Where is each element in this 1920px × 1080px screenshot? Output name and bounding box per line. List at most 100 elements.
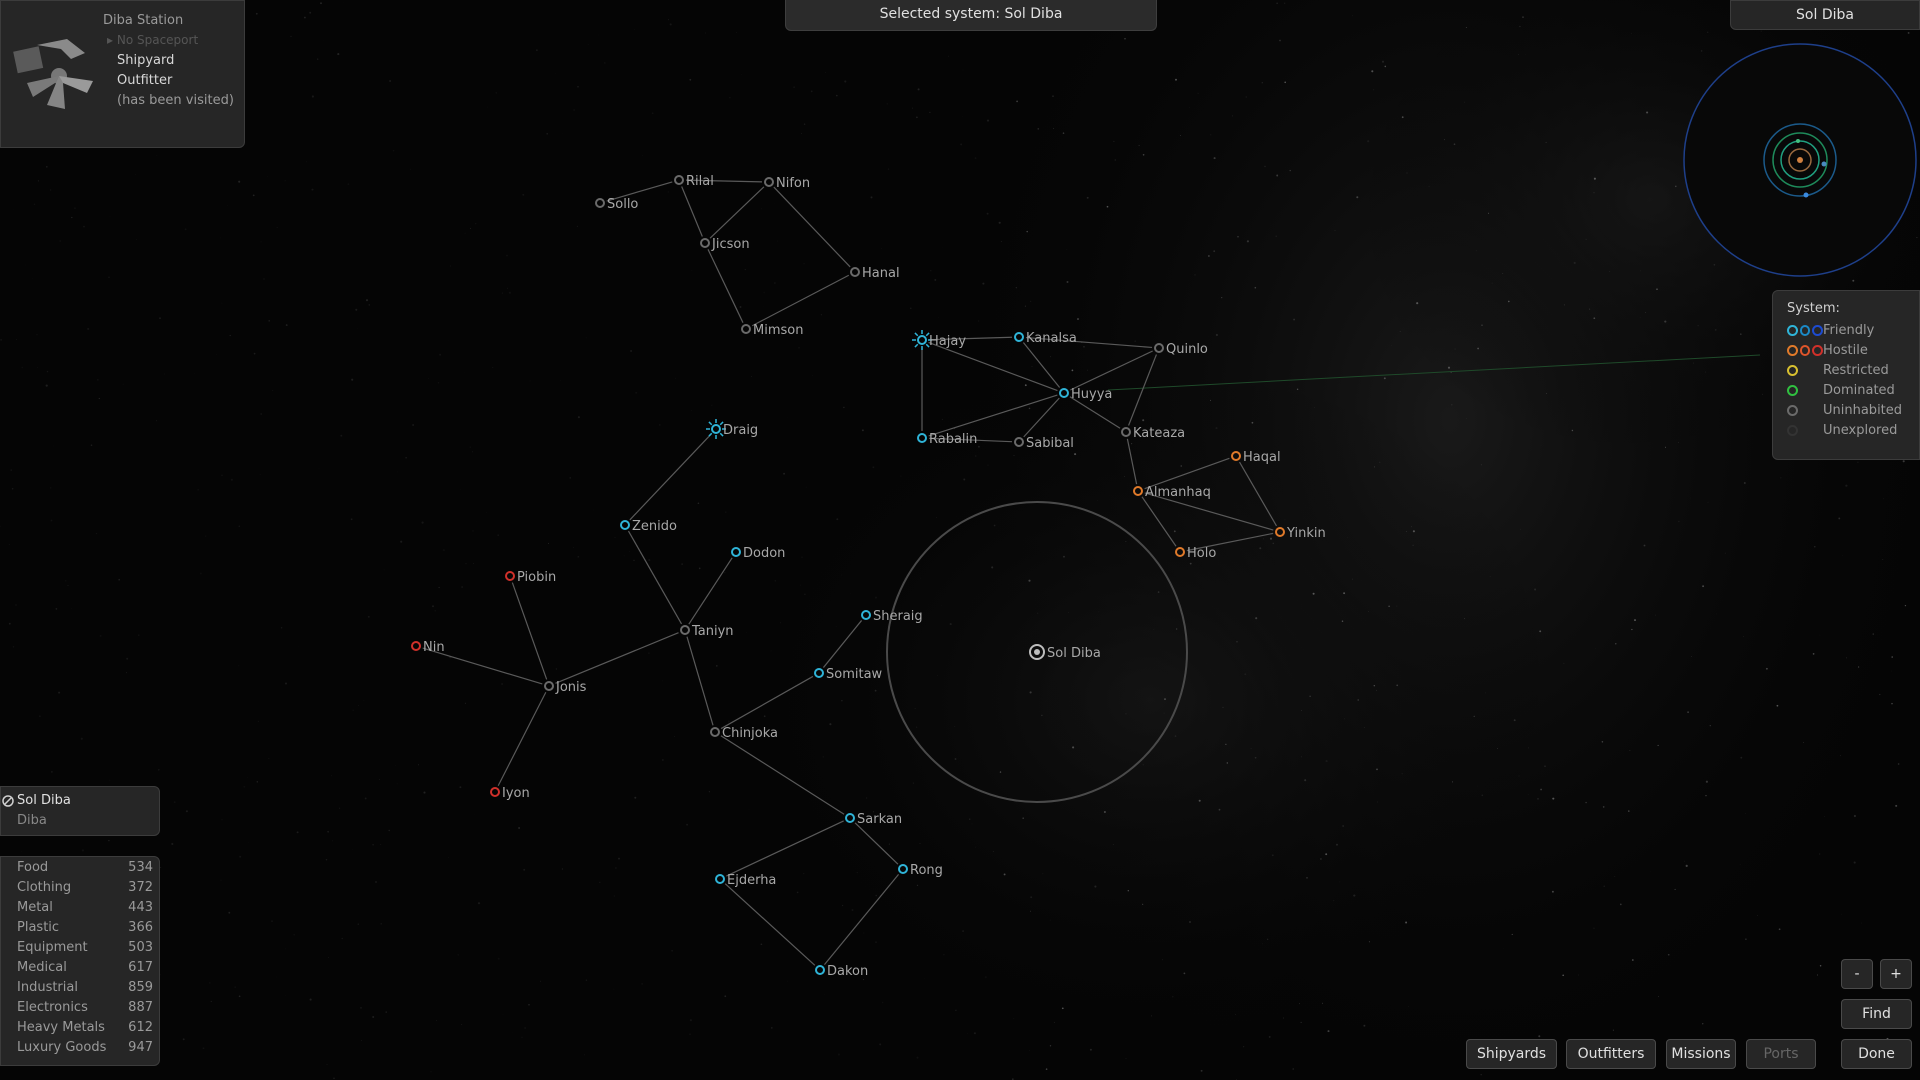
system-node-icon[interactable] — [764, 177, 774, 187]
system-draig[interactable]: Draig — [706, 419, 758, 439]
system-dodon[interactable]: Dodon — [731, 546, 785, 561]
background-star — [1724, 552, 1727, 554]
commodity-price: 534 — [128, 860, 153, 875]
system-node-icon[interactable] — [700, 238, 710, 248]
system-node-icon[interactable] — [917, 335, 927, 345]
system-node-icon[interactable] — [1059, 388, 1069, 398]
system-node-icon[interactable] — [674, 175, 684, 185]
system-rong[interactable]: Rong — [898, 863, 943, 878]
system-minimap[interactable] — [1682, 40, 1920, 280]
system-node-icon[interactable] — [620, 520, 630, 530]
system-almanhaq[interactable]: Almanhaq — [1133, 485, 1211, 500]
system-node-icon[interactable] — [917, 433, 927, 443]
background-star — [629, 550, 630, 552]
system-node-icon[interactable] — [1231, 451, 1241, 461]
background-star — [1226, 762, 1229, 764]
system-jonis[interactable]: Jonis — [544, 680, 587, 695]
background-star — [987, 464, 989, 466]
hyperlane-sheraig-somitaw — [822, 620, 863, 668]
system-zenido[interactable]: Zenido — [620, 519, 677, 534]
system-node-icon[interactable] — [1175, 547, 1185, 557]
commodity-row[interactable]: Clothing 372 — [1, 880, 159, 900]
system-node-icon[interactable] — [1029, 644, 1045, 660]
system-nifon[interactable]: Nifon — [764, 176, 810, 191]
commodity-row[interactable]: Plastic 366 — [1, 920, 159, 940]
system-node-icon[interactable] — [595, 198, 605, 208]
system-node-icon[interactable] — [715, 874, 725, 884]
system-hanal[interactable]: Hanal — [850, 266, 900, 281]
system-node-icon[interactable] — [711, 424, 721, 434]
system-node-icon[interactable] — [1014, 437, 1024, 447]
commodity-row[interactable]: Luxury Goods 947 — [1, 1040, 159, 1060]
system-sabibal[interactable]: Sabibal — [1014, 436, 1074, 451]
system-hajay[interactable]: Hajay — [912, 330, 966, 350]
system-jicson[interactable]: Jicson — [700, 237, 750, 252]
system-node-icon[interactable] — [1133, 486, 1143, 496]
zoom-out-button[interactable]: - — [1841, 959, 1873, 989]
system-node-icon[interactable] — [1275, 527, 1285, 537]
background-star — [1714, 329, 1717, 331]
commodity-row[interactable]: Heavy Metals 612 — [1, 1020, 159, 1040]
missions-button[interactable]: Missions — [1666, 1039, 1736, 1069]
system-kanalsa[interactable]: Kanalsa — [1014, 331, 1077, 346]
done-button[interactable]: Done — [1841, 1039, 1912, 1069]
system-sollo[interactable]: Sollo — [595, 197, 638, 212]
system-node-icon[interactable] — [731, 547, 741, 557]
system-haqal[interactable]: Haqal — [1231, 450, 1281, 465]
find-button[interactable]: Find — [1841, 999, 1912, 1029]
system-holo[interactable]: Holo — [1175, 546, 1216, 561]
system-node-icon[interactable] — [680, 625, 690, 635]
system-node-icon[interactable] — [861, 610, 871, 620]
background-star — [675, 377, 676, 379]
background-star — [1156, 433, 1159, 435]
system-quinlo[interactable]: Quinlo — [1154, 342, 1208, 357]
system-node-icon[interactable] — [815, 965, 825, 975]
system-dakon[interactable]: Dakon — [815, 964, 868, 979]
system-node-icon[interactable] — [710, 727, 720, 737]
system-node-icon[interactable] — [490, 787, 500, 797]
system-piobin[interactable]: Piobin — [505, 570, 556, 585]
background-star — [851, 909, 854, 911]
shipyards-button[interactable]: Shipyards — [1466, 1039, 1557, 1069]
system-node-icon[interactable] — [1121, 427, 1131, 437]
system-yinkin[interactable]: Yinkin — [1275, 526, 1326, 541]
commodity-row[interactable]: Industrial 859 — [1, 980, 159, 1000]
system-chinjoka[interactable]: Chinjoka — [710, 726, 778, 741]
commodity-row[interactable]: Equipment 503 — [1, 940, 159, 960]
system-iyon[interactable]: Iyon — [490, 786, 530, 801]
system-node-icon[interactable] — [741, 324, 751, 334]
system-somitaw[interactable]: Somitaw — [814, 667, 883, 682]
system-rilal[interactable]: Rilal — [674, 174, 714, 189]
commodity-row[interactable]: Metal 443 — [1, 900, 159, 920]
system-sarkan[interactable]: Sarkan — [845, 812, 902, 827]
background-star — [1045, 1068, 1048, 1070]
outfitters-button[interactable]: Outfitters — [1566, 1039, 1656, 1069]
system-node-icon[interactable] — [411, 641, 421, 651]
system-node-icon[interactable] — [544, 681, 554, 691]
system-nin[interactable]: Nin — [411, 640, 445, 655]
system-node-icon[interactable] — [850, 267, 860, 277]
system-sheraig[interactable]: Sheraig — [861, 609, 923, 624]
system-node-icon[interactable] — [845, 813, 855, 823]
system-node-icon[interactable] — [1014, 332, 1024, 342]
background-star — [1030, 300, 1032, 302]
selected-system-panel: Sol Diba Diba — [0, 786, 160, 836]
commodity-row[interactable]: Electronics 887 — [1, 1000, 159, 1020]
system-ejderha[interactable]: Ejderha — [715, 873, 776, 888]
ports-button[interactable]: Ports — [1746, 1039, 1816, 1069]
commodity-row[interactable]: Food 534 — [1, 860, 159, 880]
zoom-in-button[interactable]: + — [1880, 959, 1912, 989]
system-rabalin[interactable]: Rabalin — [917, 432, 977, 447]
system-taniyn[interactable]: Taniyn — [680, 624, 734, 639]
system-mimson[interactable]: Mimson — [741, 323, 803, 338]
system-node-icon[interactable] — [814, 668, 824, 678]
system-node-icon[interactable] — [1154, 343, 1164, 353]
background-star — [1215, 333, 1218, 337]
system-sol-diba[interactable]: Sol Diba — [1029, 644, 1101, 661]
system-node-icon[interactable] — [898, 864, 908, 874]
commodity-row[interactable]: Medical 617 — [1, 960, 159, 980]
system-huyya[interactable]: Huyya — [1059, 387, 1112, 402]
system-kateaza[interactable]: Kateaza — [1121, 426, 1185, 441]
system-node-icon[interactable] — [505, 571, 515, 581]
